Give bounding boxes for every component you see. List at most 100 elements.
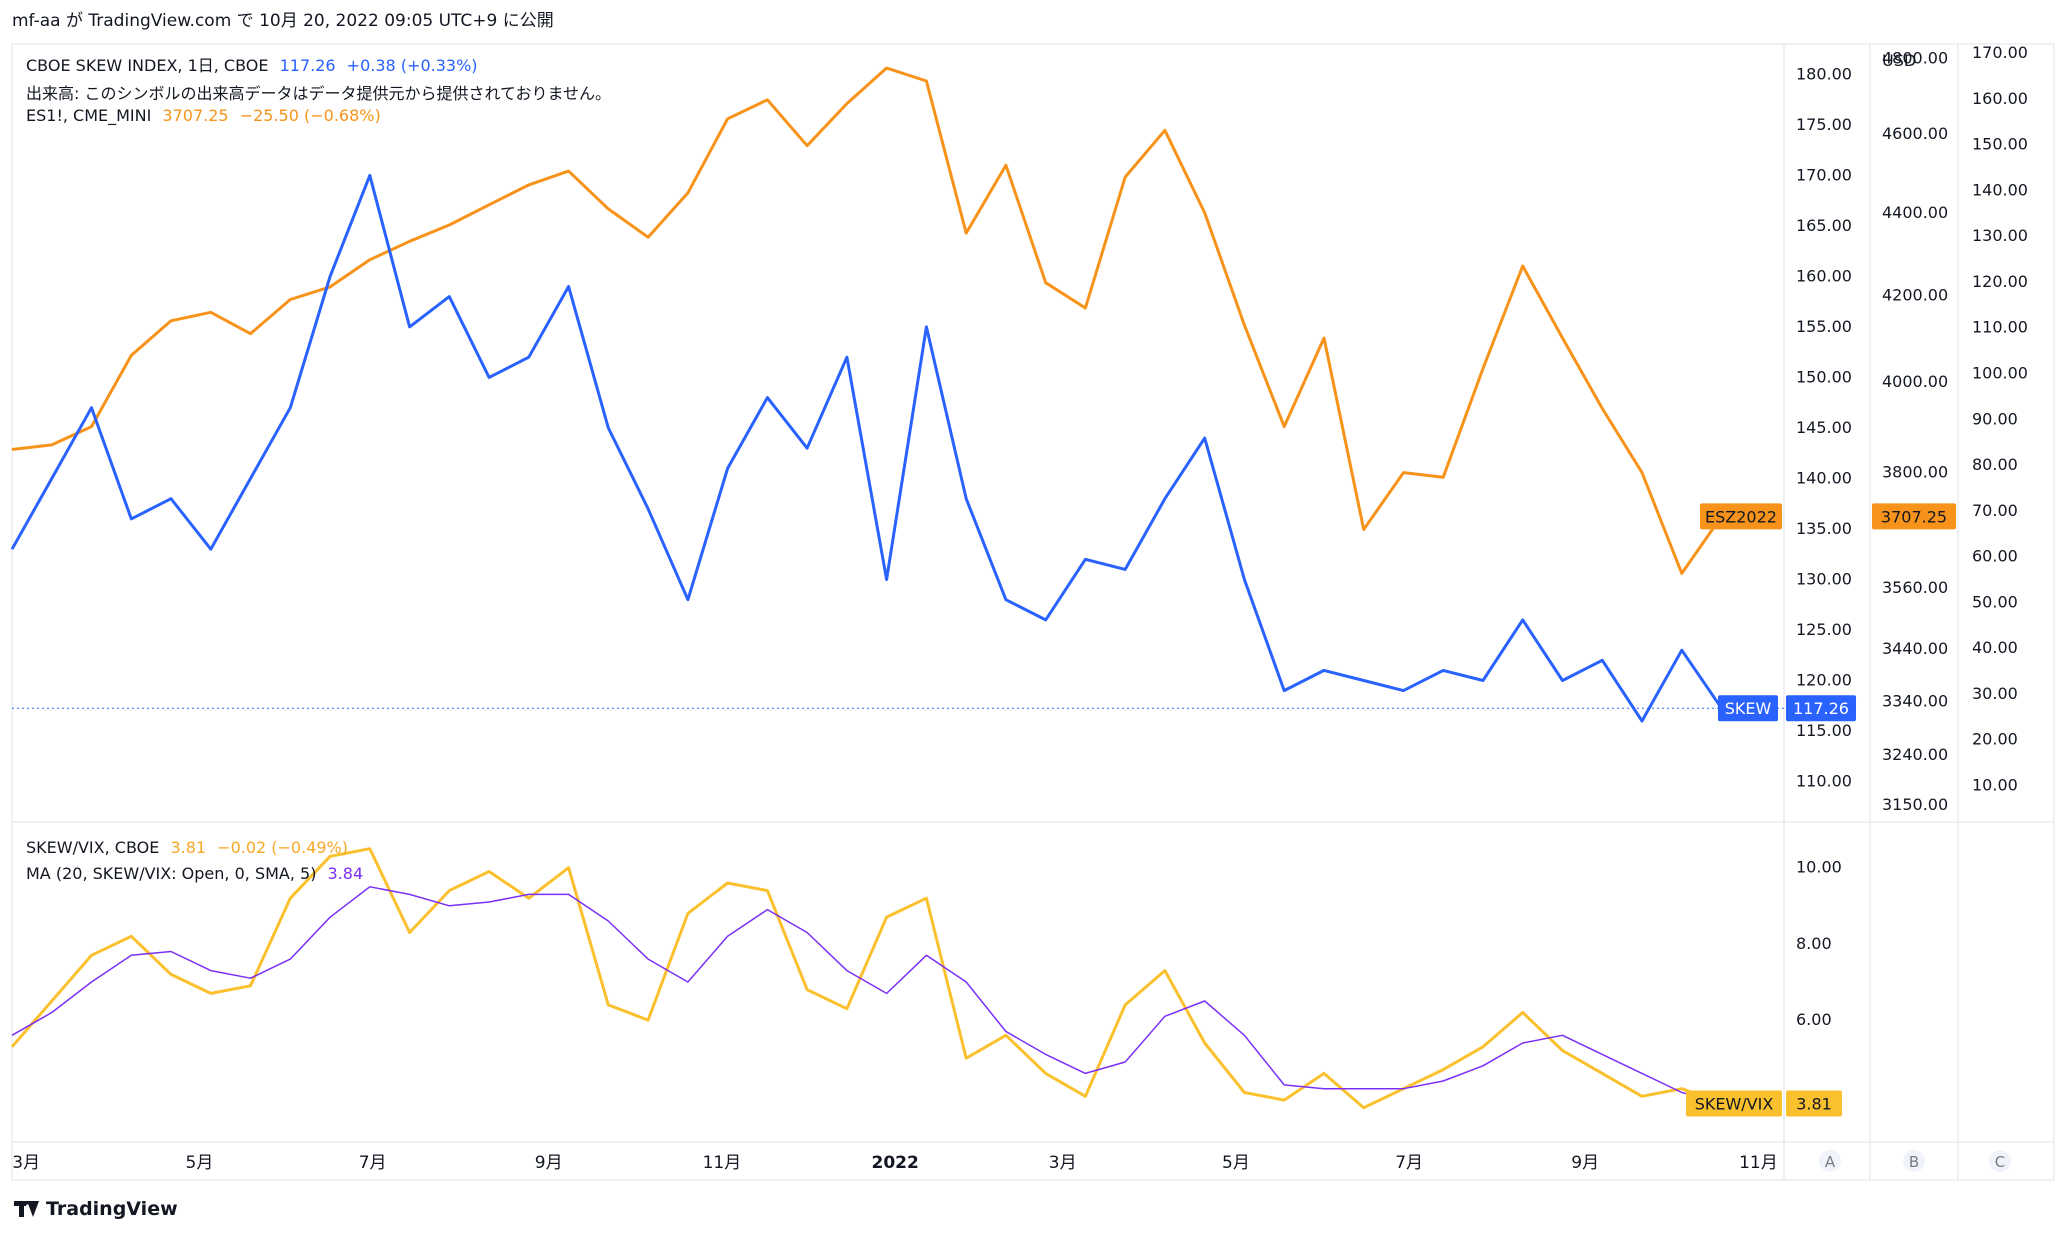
skew-price-tag: 117.26 <box>1793 699 1849 718</box>
volume-note-text: 出来高: このシンボルの出来高データはデータ提供元から提供されておりません。 <box>26 84 612 103</box>
skew-axis-tick: 110.00 <box>1796 772 1852 791</box>
legend-skew-name: CBOE SKEW INDEX, 1日, CBOE <box>26 56 269 75</box>
legend-ratio: SKEW/VIX, CBOE 3.81 −0.02 (−0.49%) <box>26 838 354 857</box>
skew-axis-tick: 140.00 <box>1796 468 1852 487</box>
c-axis-tick: 130.00 <box>1972 226 2028 245</box>
c-axis-tick: 40.00 <box>1972 638 2018 657</box>
es-axis-tick: 4600.00 <box>1882 124 1948 143</box>
c-axis-tick: 60.00 <box>1972 547 2018 566</box>
axis-button-C-bg <box>1989 1150 2011 1172</box>
skew-axis-tick: 170.00 <box>1796 165 1852 184</box>
es-axis-unit: USD <box>1882 51 1916 70</box>
c-axis-tick: 10.00 <box>1972 775 2018 794</box>
c-axis-tick: 110.00 <box>1972 318 2028 337</box>
chart-frame <box>11 43 2055 1181</box>
skew-axis-tick: 115.00 <box>1796 721 1852 740</box>
ratio-axis-tick: 6.00 <box>1796 1010 1832 1029</box>
c-axis-tick: 170.00 <box>1972 43 2028 62</box>
c-axis-tick: 160.00 <box>1972 89 2028 108</box>
es-axis-tick: 4000.00 <box>1882 372 1948 391</box>
es-axis-tick: 4800.00 <box>1882 49 1948 68</box>
es-axis-tick: 3150.00 <box>1882 795 1948 814</box>
axis-button-B-bg <box>1903 1150 1925 1172</box>
es-axis-tick: 3440.00 <box>1882 639 1948 658</box>
c-axis-tick: 50.00 <box>1972 592 2018 611</box>
c-axis-tick: 30.00 <box>1972 684 2018 703</box>
tradingview-logo-icon <box>14 1201 40 1217</box>
c-axis-tick: 80.00 <box>1972 455 2018 474</box>
legend-skew-change: +0.38 (+0.33%) <box>346 56 478 75</box>
ratio-axis-tick: 8.00 <box>1796 934 1832 953</box>
skew-name-tag: SKEW <box>1725 699 1772 718</box>
es-price-tag-bg <box>1872 503 1956 530</box>
c-axis-tick: 20.00 <box>1972 730 2018 749</box>
skew-axis-tick: 165.00 <box>1796 216 1852 235</box>
time-axis-tick: 11月 <box>1739 1153 1778 1173</box>
axis-button-B: B <box>1909 1153 1919 1171</box>
skew-axis-tick: 145.00 <box>1796 418 1852 437</box>
time-axis-tick: 3月 <box>12 1153 40 1173</box>
skew-axis-tick: 180.00 <box>1796 64 1852 83</box>
es-price-tag: 3707.25 <box>1881 507 1947 526</box>
es-axis-tick: 3240.00 <box>1882 745 1948 764</box>
ratio-price-tag: 3.81 <box>1796 1095 1832 1114</box>
es-axis-tick: 3340.00 <box>1882 691 1948 710</box>
axis-button-A-bg <box>1819 1150 1841 1172</box>
legend-volume-note: 出来高: このシンボルの出来高データはデータ提供元から提供されておりません。 <box>26 80 617 104</box>
es-name-tag-bg <box>1700 503 1782 530</box>
legend-es-change: −25.50 (−0.68%) <box>239 106 381 125</box>
skew-axis-tick: 130.00 <box>1796 570 1852 589</box>
es-name-tag: ESZ2022 <box>1705 507 1777 526</box>
ratio-axis-tick: 10.00 <box>1796 858 1842 877</box>
es-axis-tick: 3800.00 <box>1882 463 1948 482</box>
es-line <box>11 66 1723 575</box>
time-axis-tick: 7月 <box>1395 1153 1423 1173</box>
skew-name-tag-bg <box>1718 695 1778 722</box>
legend-skew-value: 117.26 <box>279 56 336 75</box>
legend-ratio-value: 3.81 <box>170 838 207 857</box>
time-axis-tick: 9月 <box>1571 1153 1599 1173</box>
axis-button-C: C <box>1995 1153 2005 1171</box>
c-axis-tick: 90.00 <box>1972 409 2018 428</box>
skew-axis-tick: 150.00 <box>1796 367 1852 386</box>
axis-button-A: A <box>1825 1153 1836 1171</box>
skew-axis-tick: 175.00 <box>1796 115 1852 134</box>
c-axis-tick: 150.00 <box>1972 135 2028 154</box>
legend-es: ES1!, CME_MINI 3707.25 −25.50 (−0.68%) <box>26 106 387 125</box>
legend-ratio-change: −0.02 (−0.49%) <box>217 838 348 857</box>
time-axis-tick: 3月 <box>1049 1153 1077 1173</box>
c-axis-tick: 100.00 <box>1972 364 2028 383</box>
skew-vix-line <box>10 847 1723 1110</box>
c-axis-tick: 120.00 <box>1972 272 2028 291</box>
legend-skew: CBOE SKEW INDEX, 1日, CBOE 117.26 +0.38 (… <box>26 52 484 76</box>
time-axis-tick: 9月 <box>535 1153 563 1173</box>
ratio-name-tag-bg <box>1686 1090 1782 1117</box>
ma-line <box>11 886 1722 1104</box>
ratio-name-tag: SKEW/VIX <box>1695 1095 1774 1114</box>
legend-ma-value: 3.84 <box>327 864 364 883</box>
legend-ma-name: MA (20, SKEW/VIX: Open, 0, SMA, 5) <box>26 864 317 883</box>
legend-es-value: 3707.25 <box>162 106 229 125</box>
legend-es-name: ES1!, CME_MINI <box>26 106 152 125</box>
time-axis-tick: 5月 <box>1222 1153 1250 1173</box>
c-axis-tick: 140.00 <box>1972 180 2028 199</box>
legend-ma: MA (20, SKEW/VIX: Open, 0, SMA, 5) 3.84 <box>26 864 369 883</box>
skew-axis-tick: 135.00 <box>1796 519 1852 538</box>
time-axis-tick: 5月 <box>186 1153 214 1173</box>
c-axis-tick: 70.00 <box>1972 501 2018 520</box>
skew-axis-tick: 155.00 <box>1796 317 1852 336</box>
ratio-price-tag-bg <box>1786 1090 1842 1117</box>
publish-header: mf-aa が TradingView.com で 10月 20, 2022 0… <box>12 11 554 31</box>
legend-ratio-name: SKEW/VIX, CBOE <box>26 838 160 857</box>
skew-price-tag-bg <box>1786 695 1856 722</box>
time-axis-tick: 11月 <box>703 1153 742 1173</box>
skew-axis-tick: 160.00 <box>1796 266 1852 285</box>
time-axis-tick: 2022 <box>871 1153 918 1173</box>
es-axis-tick: 3560.00 <box>1882 578 1948 597</box>
tradingview-logo-text: TradingView <box>46 1198 178 1220</box>
skew-line <box>10 173 1723 723</box>
tradingview-logo[interactable]: TradingView <box>14 1198 178 1220</box>
skew-axis-tick: 125.00 <box>1796 620 1852 639</box>
time-axis-tick: 7月 <box>359 1153 387 1173</box>
